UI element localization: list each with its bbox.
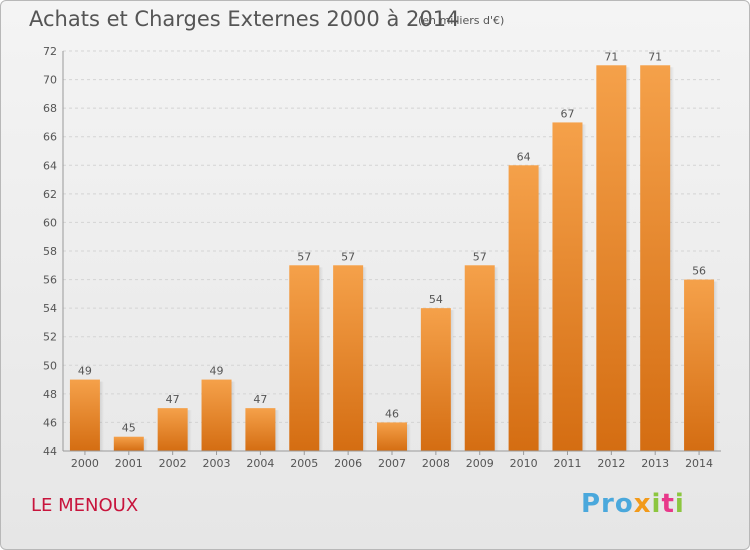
- bar-2000: [69, 379, 100, 451]
- data-label: 47: [253, 393, 267, 406]
- x-tick-label: 2003: [203, 457, 231, 470]
- y-tick-label: 48: [43, 388, 57, 401]
- data-label: 67: [560, 107, 574, 120]
- x-tick-label: 2011: [553, 457, 581, 470]
- bar-2014: [684, 279, 715, 451]
- bar-2001: [113, 436, 144, 451]
- data-label: 56: [692, 265, 706, 278]
- data-label: 54: [429, 293, 443, 306]
- x-tick-label: 2004: [246, 457, 274, 470]
- chart-title: Achats et Charges Externes 2000 à 2014: [29, 7, 460, 31]
- bar-shadow: [143, 438, 148, 451]
- proxiti-logo: Proxiti: [581, 489, 685, 519]
- bar-shadow: [494, 267, 499, 451]
- bar-2006: [333, 265, 364, 451]
- y-tick-label: 64: [43, 159, 57, 172]
- bar-2004: [245, 408, 276, 451]
- y-tick-label: 58: [43, 245, 57, 258]
- x-tick-label: 2001: [115, 457, 143, 470]
- data-label: 57: [341, 250, 355, 263]
- bar-shadow: [626, 67, 631, 452]
- bar-2002: [157, 408, 188, 451]
- bar-shadow: [319, 267, 324, 451]
- data-labels: 49 45 47 49 47 57 57 46 54 57 64 67 71 71 56: [78, 50, 706, 434]
- bar-shadow: [407, 424, 411, 451]
- data-label: 46: [385, 407, 399, 420]
- x-tick-label: 2013: [641, 457, 669, 470]
- x-tick-label: 2007: [378, 457, 406, 470]
- bar-2008: [420, 308, 451, 451]
- y-tick-label: 44: [43, 445, 57, 458]
- x-tick-label: 2014: [685, 457, 713, 470]
- data-label: 71: [604, 50, 618, 63]
- x-tick-label: 2002: [159, 457, 187, 470]
- y-tick-label: 56: [43, 274, 57, 287]
- data-label: 57: [297, 250, 311, 263]
- y-tick-label: 70: [43, 74, 57, 87]
- y-tick-label: 46: [43, 416, 57, 429]
- bar-shadow: [538, 167, 543, 452]
- x-tick-label: 2010: [510, 457, 538, 470]
- x-tick-label: 2012: [597, 457, 625, 470]
- data-label: 49: [210, 365, 224, 378]
- y-tick-label: 52: [43, 331, 57, 344]
- bar-shadow: [714, 281, 719, 451]
- bar-2013: [640, 65, 671, 452]
- data-label: 57: [473, 250, 487, 263]
- y-tick-label: 66: [43, 131, 57, 144]
- y-tick-label: 68: [43, 102, 57, 115]
- y-tick-label: 62: [43, 188, 57, 201]
- bar-shadow: [670, 67, 675, 452]
- bar-shadow: [231, 381, 236, 451]
- y-tick-label: 50: [43, 359, 57, 372]
- bar-shadow: [582, 124, 587, 451]
- data-label: 47: [166, 393, 180, 406]
- bar-2010: [508, 165, 539, 452]
- y-tick-label: 60: [43, 216, 57, 229]
- axes: 44 46 48 50 52 54 56 58 60 62 64 66 68 70 72 2000 2001 20…: [43, 45, 721, 470]
- bars: [69, 65, 719, 452]
- bar-2011: [552, 122, 583, 451]
- data-label: 71: [648, 50, 662, 63]
- bar-2007: [377, 422, 407, 451]
- x-tick-label: 2005: [290, 457, 318, 470]
- y-tick-label: 72: [43, 45, 57, 58]
- bar-shadow: [275, 410, 280, 451]
- bar-2005: [289, 265, 320, 451]
- x-tick-label: 2008: [422, 457, 450, 470]
- x-tick-label: 2000: [71, 457, 99, 470]
- data-label: 45: [122, 422, 136, 435]
- bar-shadow: [450, 310, 455, 451]
- bar-2012: [596, 65, 627, 452]
- bar-2003: [201, 379, 232, 451]
- data-label: 49: [78, 365, 92, 378]
- bar-shadow: [363, 267, 368, 451]
- bar-shadow: [99, 381, 104, 451]
- bar-2009: [464, 265, 495, 451]
- x-tick-label: 2006: [334, 457, 362, 470]
- data-label: 64: [517, 150, 531, 163]
- bar-shadow: [187, 410, 192, 451]
- y-tick-label: 54: [43, 302, 57, 315]
- commune-name: LE MENOUX: [31, 495, 139, 516]
- x-tick-label: 2009: [466, 457, 494, 470]
- chart-unit: (en milliers d'€): [418, 14, 505, 27]
